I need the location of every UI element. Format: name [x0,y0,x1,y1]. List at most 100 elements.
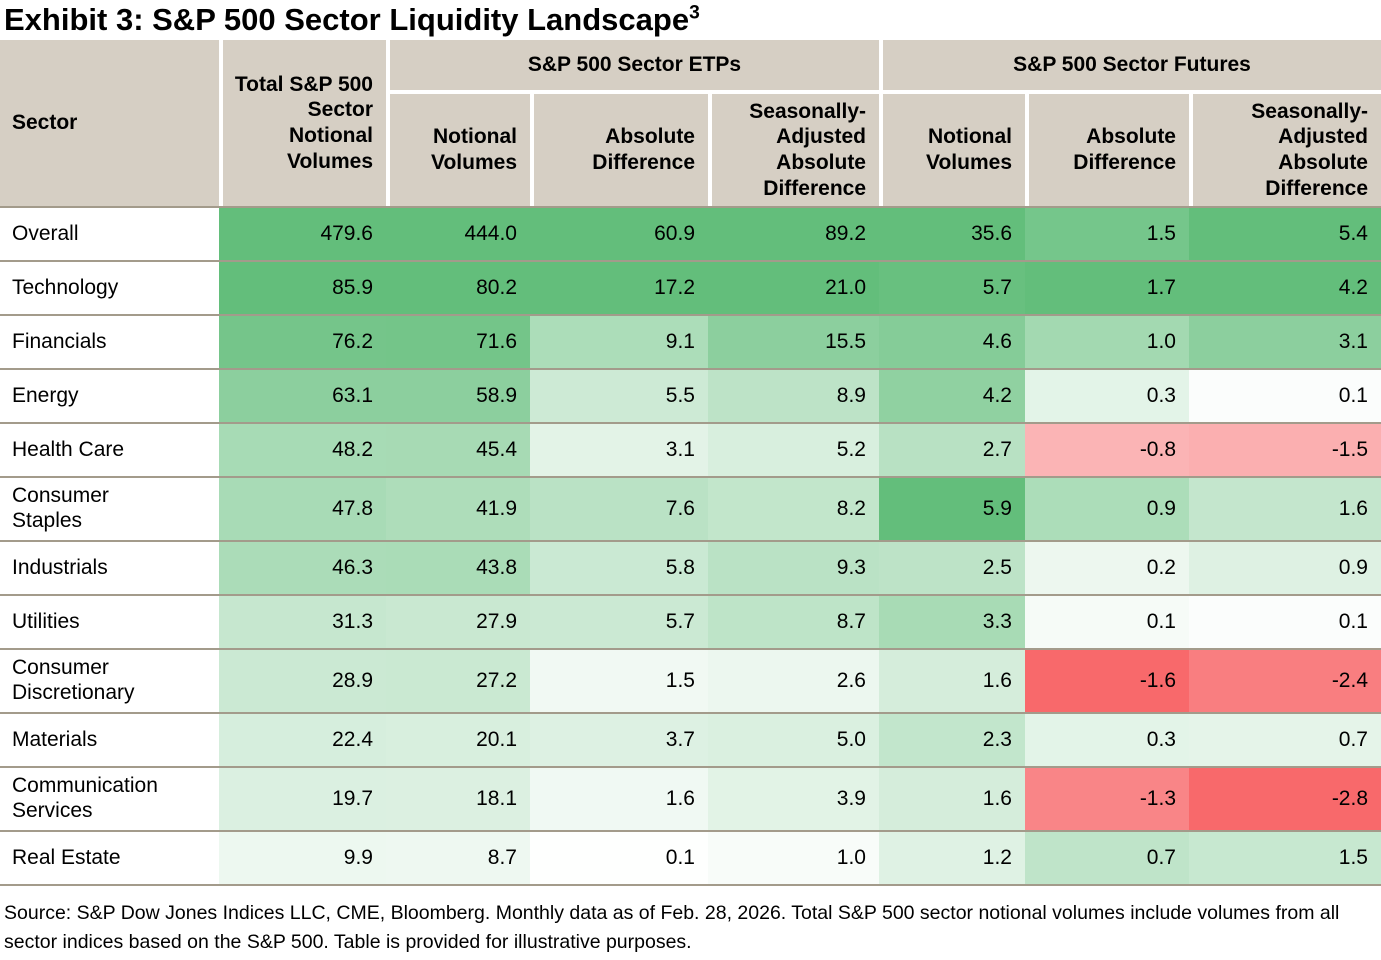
value-cell: 4.6 [879,316,1025,368]
value-cell: 3.3 [879,596,1025,648]
header-futures-notional-volumes: Notional Volumes [879,90,1025,206]
value-cell: 5.9 [879,478,1025,540]
header-group-futures: S&P 500 Sector Futures [879,40,1381,90]
value-cell: 8.9 [708,370,879,422]
value-cell: 0.1 [1189,370,1381,422]
table-row: Technology 85.9 80.2 17.2 21.0 5.7 1.7 4.2 [0,260,1381,314]
value-cell: 1.2 [879,832,1025,884]
value-cell: 31.3 [219,596,386,648]
sector-label: Energy [12,383,79,407]
sector-cell: Financials [0,316,219,368]
value-cell: 0.1 [530,832,708,884]
value-cell: 3.1 [1189,316,1381,368]
value-cell: 1.5 [530,650,708,712]
value-cell: 27.2 [386,650,530,712]
value-cell: 7.6 [530,478,708,540]
header-sector: Sector [0,40,219,206]
sector-cell: Overall [0,208,219,260]
sector-label: Financials [12,329,107,353]
value-cell: 3.1 [530,424,708,476]
value-cell: 3.9 [708,768,879,830]
value-cell: 2.3 [879,714,1025,766]
value-cell: 76.2 [219,316,386,368]
value-cell: 89.2 [708,208,879,260]
sector-cell: Technology [0,262,219,314]
value-cell: 1.6 [1189,478,1381,540]
value-cell: 47.8 [219,478,386,540]
header-etp-absolute-difference: Absolute Difference [530,90,708,206]
table-row: Energy 63.1 58.9 5.5 8.9 4.2 0.3 0.1 [0,368,1381,422]
value-cell: 1.6 [530,768,708,830]
value-cell: 2.7 [879,424,1025,476]
table-row: Consumer Discretionary 28.9 27.2 1.5 2.6 1.6-… [0,648,1381,712]
value-cell: 41.9 [386,478,530,540]
value-cell: 5.8 [530,542,708,594]
value-cell: 4.2 [1189,262,1381,314]
value-cell: -1.5 [1189,424,1381,476]
table-row: Financials 76.2 71.6 9.1 15.5 4.6 1.0 3.1 [0,314,1381,368]
value-cell: 9.1 [530,316,708,368]
liquidity-table: Sector Total S&P 500 Sector Notional Vol… [0,40,1381,886]
value-cell: 27.9 [386,596,530,648]
value-cell: 5.4 [1189,208,1381,260]
value-cell: 1.0 [1025,316,1189,368]
page-title: Exhibit 3: S&P 500 Sector Liquidity Land… [0,0,1381,40]
value-cell: 58.9 [386,370,530,422]
sector-label: Technology [12,275,119,299]
table-row: Communication Services 19.7 18.1 1.6 3.9 1.6-… [0,766,1381,830]
value-cell: 46.3 [219,542,386,594]
sector-label: Utilities [12,609,80,633]
sector-label: Consumer Discretionary [12,656,135,704]
value-cell: 48.2 [219,424,386,476]
value-cell: 3.7 [530,714,708,766]
value-cell: 35.6 [879,208,1025,260]
value-cell: 17.2 [530,262,708,314]
value-cell: 63.1 [219,370,386,422]
page-title-superscript: 3 [689,2,700,24]
header-futures-absolute-difference: Absolute Difference [1025,90,1189,206]
value-cell: 5.7 [879,262,1025,314]
table-row: Real Estate 9.9 8.7 0.1 1.0 1.2 0.7 1.5 [0,830,1381,884]
sector-label: Industrials [12,555,108,579]
value-cell: 80.2 [386,262,530,314]
value-cell: 71.6 [386,316,530,368]
value-cell: 4.2 [879,370,1025,422]
sector-cell: Consumer Discretionary [0,650,219,712]
sector-cell: Materials [0,714,219,766]
table-body: Overall 479.6 444.0 60.9 89.2 35.6 1.5 5.4 Techn… [0,206,1381,886]
value-cell: 444.0 [386,208,530,260]
page-title-text: Exhibit 3: S&P 500 Sector Liquidity Land… [4,2,690,37]
sector-cell: Consumer Staples [0,478,219,540]
value-cell: -1.6 [1025,650,1189,712]
value-cell: 8.7 [708,596,879,648]
value-cell: 1.5 [1189,832,1381,884]
sector-label: Materials [12,727,98,751]
value-cell: 15.5 [708,316,879,368]
sector-cell: Energy [0,370,219,422]
value-cell: -0.8 [1025,424,1189,476]
table-row: Utilities 31.3 27.9 5.7 8.7 3.3 0.1 0.1 [0,594,1381,648]
value-cell: 0.1 [1189,596,1381,648]
value-cell: 0.3 [1025,714,1189,766]
value-cell: -1.3 [1025,768,1189,830]
value-cell: 1.7 [1025,262,1189,314]
value-cell: 19.7 [219,768,386,830]
value-cell: 8.7 [386,832,530,884]
value-cell: 28.9 [219,650,386,712]
value-cell: 0.9 [1189,542,1381,594]
value-cell: 5.0 [708,714,879,766]
value-cell: 5.5 [530,370,708,422]
value-cell: 479.6 [219,208,386,260]
sector-cell: Utilities [0,596,219,648]
value-cell: 0.7 [1025,832,1189,884]
value-cell: 0.1 [1025,596,1189,648]
header-etp-notional-volumes: Notional Volumes [386,90,530,206]
sector-label: Health Care [12,437,125,461]
header-group-etps: S&P 500 Sector ETPs [386,40,879,90]
value-cell: 21.0 [708,262,879,314]
sector-label: Consumer Staples [12,484,109,532]
value-cell: 0.2 [1025,542,1189,594]
table-row: Industrials 46.3 43.8 5.8 9.3 2.5 0.2 0.9 [0,540,1381,594]
source-note: Source: S&P Dow Jones Indices LLC, CME, … [4,902,1340,953]
value-cell: -2.4 [1189,650,1381,712]
